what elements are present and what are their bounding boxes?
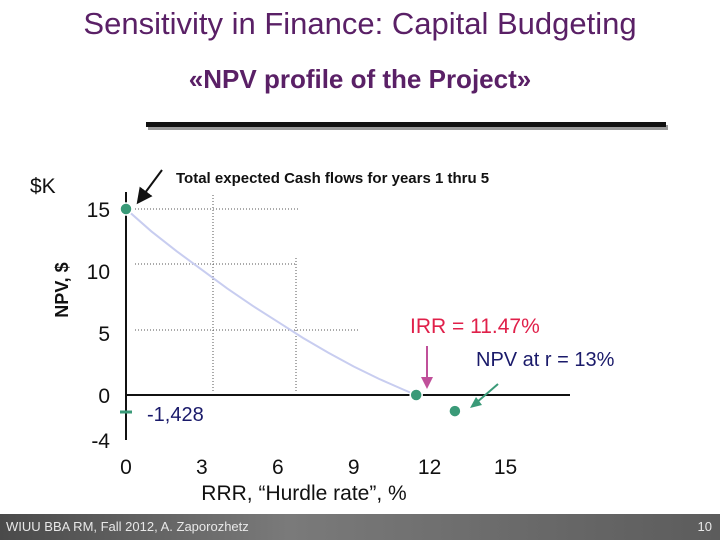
npv-curve-line xyxy=(125,208,417,396)
x-tick-label: 3 xyxy=(196,456,208,479)
x-tick-label: 15 xyxy=(494,456,517,479)
chart-tick-labels: 15 10 5 0 -4 0 3 6 9 12 15 xyxy=(87,199,518,479)
data-point-0 xyxy=(119,202,133,216)
slide-title: Sensitivity in Finance: Capital Budgetin… xyxy=(83,6,637,41)
page-number: 10 xyxy=(697,519,712,534)
slide-subtitle: «NPV profile of the Project» xyxy=(188,64,532,94)
y-tick-label: 5 xyxy=(98,323,110,346)
y-axis-label: NPV, $ xyxy=(52,262,72,317)
x-tick-label: 6 xyxy=(272,456,284,479)
y-tick-label: 15 xyxy=(87,199,110,222)
chart-gridlines xyxy=(135,195,360,393)
npv-at-r-arrow-head xyxy=(470,397,482,408)
y-tick-label: 0 xyxy=(98,385,110,408)
irr-arrow-head xyxy=(421,377,433,389)
title-divider xyxy=(146,122,666,127)
y-tick-label: -4 xyxy=(91,430,110,453)
cashflow-annotation: Total expected Cash flows for years 1 th… xyxy=(176,170,489,187)
irr-annotation: IRR = 11.47% xyxy=(410,315,540,338)
x-axis-label: RRR, “Hurdle rate”, % xyxy=(201,482,406,505)
footer-bar xyxy=(0,514,720,540)
y-unit-label: $K xyxy=(30,175,56,198)
chart-axes xyxy=(125,192,570,440)
x-tick-label: 0 xyxy=(120,456,132,479)
cashflow-arrow xyxy=(136,169,163,205)
npv-at-r-arrow xyxy=(475,383,499,404)
npv-at-r-annotation: NPV at r = 13% xyxy=(476,349,615,371)
x-tick-label: 9 xyxy=(348,456,360,479)
y-tick-label: 10 xyxy=(87,261,110,284)
footer-text: WIUU BBA RM, Fall 2012, A. Zaporozhetz xyxy=(6,519,249,534)
data-point-2 xyxy=(448,404,462,418)
npv-value-label: -1,428 xyxy=(147,404,204,426)
chart-points xyxy=(119,202,462,418)
data-point-1 xyxy=(409,388,423,402)
x-tick-label: 12 xyxy=(418,456,441,479)
